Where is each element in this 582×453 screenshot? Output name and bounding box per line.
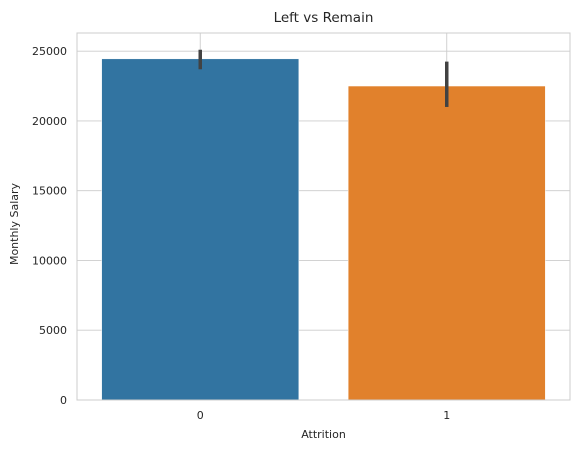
bar-1 — [347, 85, 546, 401]
x-tick-label: 0 — [197, 409, 204, 422]
bar-0 — [101, 58, 300, 401]
y-tick-label: 0 — [60, 394, 67, 407]
bars — [101, 58, 546, 401]
y-axis-label: Monthly Salary — [8, 182, 21, 265]
axes-frame — [76, 32, 571, 401]
y-tick-label: 20000 — [32, 115, 67, 128]
y-tick-labels: 0 5000 10000 15000 20000 25000 — [32, 45, 67, 407]
x-axis-label: Attrition — [301, 428, 346, 441]
y-tick-label: 15000 — [32, 185, 67, 198]
chart-title: Left vs Remain — [274, 10, 374, 26]
y-tick-label: 25000 — [32, 45, 67, 58]
y-tick-label: 5000 — [39, 324, 67, 337]
plot-frame — [76, 32, 571, 401]
x-tick-label: 1 — [443, 409, 450, 422]
y-tick-label: 10000 — [32, 254, 67, 267]
error-bars — [198, 49, 449, 107]
